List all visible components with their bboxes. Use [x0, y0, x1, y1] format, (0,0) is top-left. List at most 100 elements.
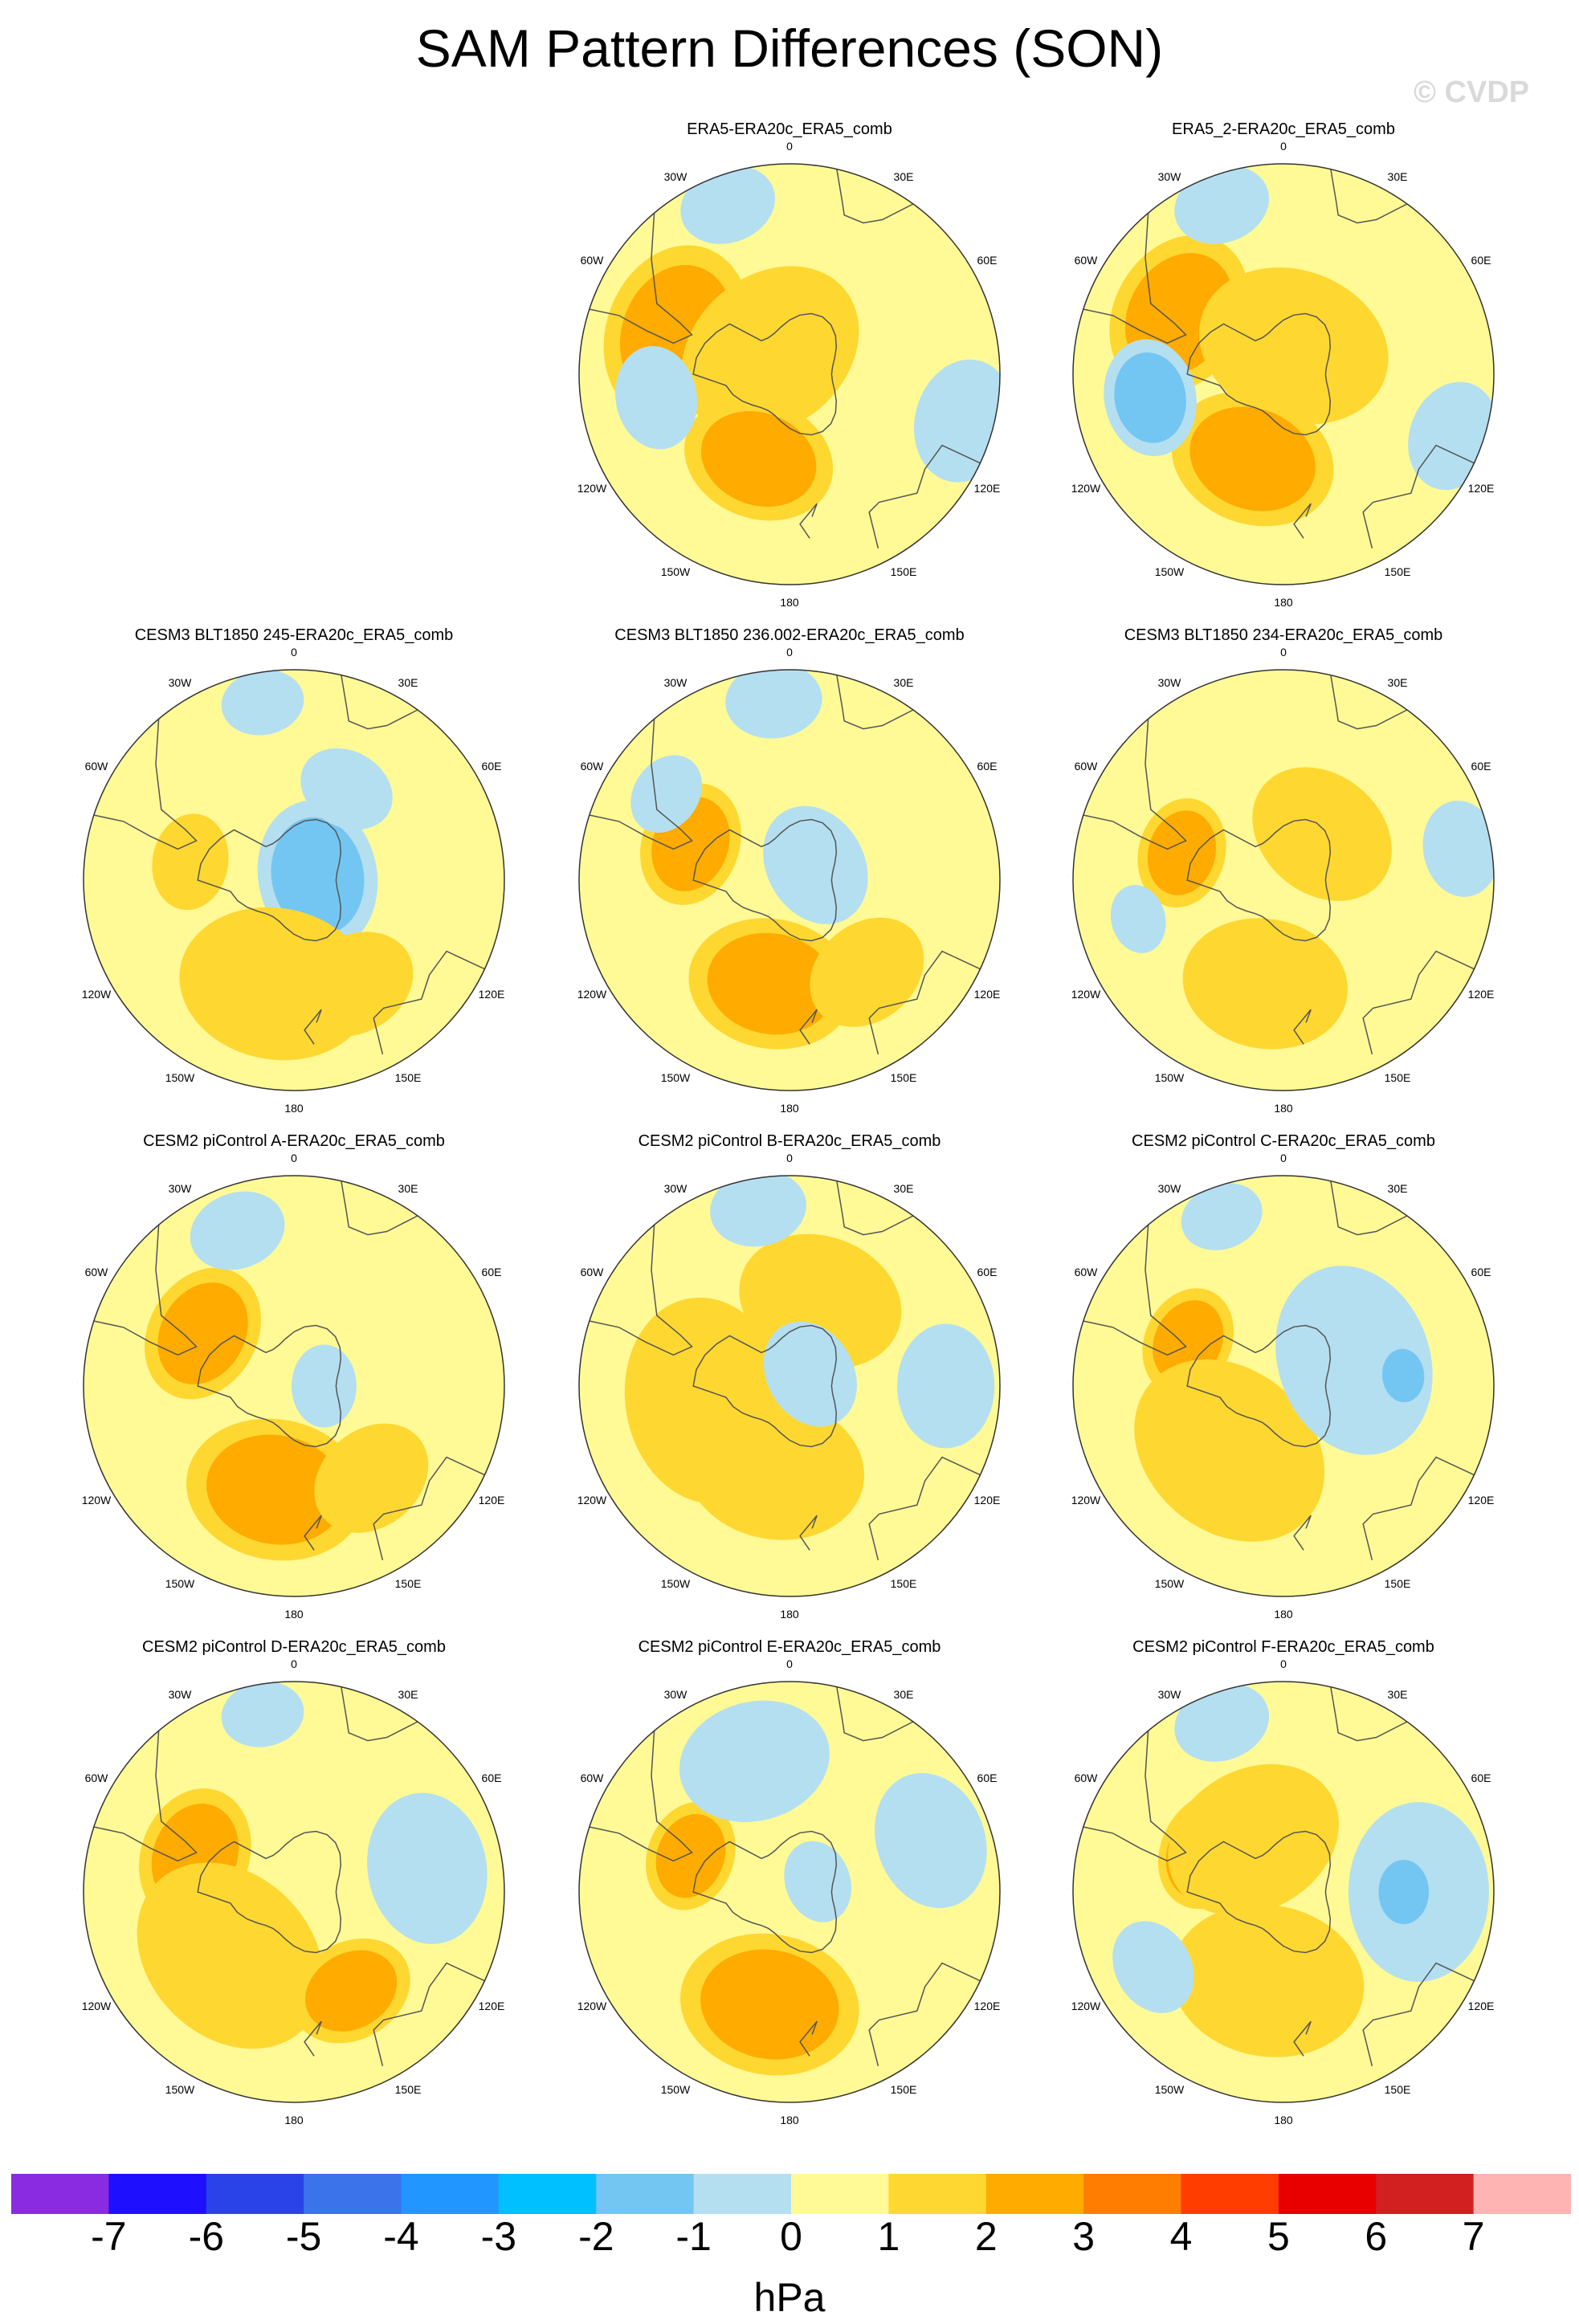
longitude-label: 0: [291, 1657, 297, 1670]
australia-coastline: [1362, 1456, 1475, 1560]
longitude-label: 180: [1274, 596, 1293, 609]
longitude-label: 120E: [1468, 482, 1495, 495]
longitude-label: 30W: [664, 676, 688, 689]
longitude-label: 0: [1280, 140, 1287, 153]
longitude-label: 180: [1274, 1608, 1293, 1621]
south-america-coastline: [589, 1731, 693, 1862]
map-border: [83, 1681, 505, 2103]
longitude-label: 120W: [82, 1494, 112, 1507]
panel-title: CESM2 piControl C-ERA20c_ERA5_comb: [1132, 1132, 1435, 1150]
colorbar-swatch: [1083, 2174, 1182, 2214]
anomaly-contour: [784, 1841, 852, 1922]
anomaly-contour: [1182, 918, 1348, 1050]
colorbar-swatch: [985, 2174, 1084, 2214]
map-panel: CESM2 piControl B-ERA20c_ERA5_comb 0 30E 60…: [573, 1132, 1006, 1630]
longitude-label: 150E: [891, 2083, 917, 2096]
colorbar-swatch: [791, 2174, 889, 2214]
longitude-label: 120W: [1071, 2000, 1101, 2012]
polar-map: 030E60E90E120E150E180150W120W90W60W30W: [1067, 1657, 1495, 2126]
new-zealand-coastline: [1293, 2020, 1312, 2057]
map-border: [1072, 163, 1495, 585]
anomaly-contour: [763, 805, 868, 924]
longitude-label: 60W: [85, 760, 109, 773]
colorbar-tick-label: 1: [877, 2214, 900, 2259]
antarctica-coastline: [1186, 1324, 1332, 1448]
antarctica-coastline: [197, 1324, 342, 1448]
map-border: [578, 669, 1001, 1091]
longitude-label: 60E: [482, 760, 502, 773]
longitude-label: 0: [786, 1152, 793, 1164]
longitude-label: 30E: [1388, 676, 1408, 689]
anomaly-contour: [679, 1700, 830, 1822]
longitude-label: 180: [780, 2114, 799, 2126]
new-zealand-coastline: [304, 2020, 322, 2057]
longitude-label: 0: [291, 646, 297, 658]
south-america-coastline: [93, 1731, 198, 1862]
anomaly-contour: [707, 932, 835, 1035]
longitude-label: 150W: [1155, 565, 1185, 578]
map-panel: CESM3 BLT1850 245-ERA20c_ERA5_comb 0 30E 60…: [77, 626, 511, 1124]
anomaly-contour: [1112, 1921, 1194, 2013]
longitude-label: 120E: [974, 1494, 1001, 1507]
colorbar-swatch: [1278, 2174, 1377, 2214]
africa-coastline: [341, 675, 418, 730]
longitude-label: 180: [780, 596, 799, 609]
polar-map: 030E60E90E120E150E180150W120W90W60W30W: [573, 1657, 1001, 2126]
longitude-label: 150E: [1385, 565, 1411, 578]
anomaly-contour: [1147, 810, 1217, 895]
anomaly-contour: [300, 748, 393, 830]
anomaly-contour: [615, 346, 698, 450]
longitude-label: 120E: [1468, 2000, 1495, 2012]
longitude-label: 120W: [1071, 1494, 1101, 1507]
south-america-coastline: [1083, 213, 1187, 345]
longitude-label: 120E: [974, 2000, 1001, 2012]
africa-coastline: [836, 169, 914, 224]
longitude-label: 120W: [577, 1494, 607, 1507]
map-panel: CESM2 piControl A-ERA20c_ERA5_comb 0 30E 60…: [77, 1132, 511, 1630]
longitude-label: 30W: [1158, 676, 1182, 689]
panel-title: CESM2 piControl E-ERA20c_ERA5_comb: [638, 1638, 941, 1656]
polar-map: 030E60E90E120E150E180150W120W90W60W30W: [77, 646, 505, 1115]
colorbar-swatch: [1181, 2174, 1279, 2214]
panel-title: CESM2 piControl A-ERA20c_ERA5_comb: [143, 1132, 445, 1150]
antarctica-coastline: [692, 1830, 838, 1954]
panel-title: CESM3 BLT1850 234-ERA20c_ERA5_comb: [1124, 626, 1443, 644]
longitude-label: 150W: [661, 1577, 691, 1590]
longitude-label: 180: [1274, 1102, 1293, 1115]
australia-coastline: [1362, 444, 1475, 548]
longitude-label: 0: [1280, 646, 1287, 658]
longitude-label: 30E: [398, 676, 418, 689]
longitude-label: 60W: [581, 1772, 605, 1784]
longitude-label: 30E: [398, 1182, 418, 1195]
longitude-label: 0: [1280, 1152, 1287, 1164]
polar-map: 030E60E90E120E150E180150W120W90W60W30W: [77, 1152, 505, 1621]
anomaly-contour: [1378, 1859, 1430, 1925]
australia-coastline: [1362, 1962, 1475, 2066]
colorbar-tick-label: 3: [1072, 2214, 1095, 2259]
longitude-label: 150W: [1155, 1577, 1185, 1590]
map-background: [1073, 670, 1494, 1091]
colorbar-tick-label: -3: [480, 2214, 517, 2259]
longitude-label: 120W: [82, 2000, 112, 2012]
panel-title: ERA5-ERA20c_ERA5_comb: [687, 120, 892, 138]
longitude-label: 150W: [165, 1577, 195, 1590]
colorbar-tick-label: -6: [188, 2214, 225, 2259]
anomaly-contour: [710, 1176, 806, 1247]
longitude-label: 150E: [1385, 2083, 1411, 2096]
longitude-label: 30W: [169, 1182, 193, 1195]
longitude-label: 90W: [77, 874, 78, 887]
colorbar-swatch: [1473, 2174, 1571, 2214]
antarctica-coastline: [692, 312, 838, 436]
anomaly-contour: [630, 755, 703, 833]
new-zealand-coastline: [1293, 1515, 1312, 1551]
antarctica-coastline: [197, 818, 342, 942]
longitude-label: 120E: [479, 2000, 505, 2012]
anomaly-contour: [292, 1344, 357, 1428]
anomaly-contour: [700, 1949, 839, 2060]
longitude-label: 120W: [577, 482, 607, 495]
longitude-label: 60E: [1471, 1772, 1491, 1784]
map-border: [83, 669, 505, 1091]
longitude-label: 30E: [398, 1688, 418, 1701]
panel-title: CESM3 BLT1850 245-ERA20c_ERA5_comb: [134, 626, 454, 644]
colorbar-tick-label: 4: [1169, 2214, 1193, 2259]
